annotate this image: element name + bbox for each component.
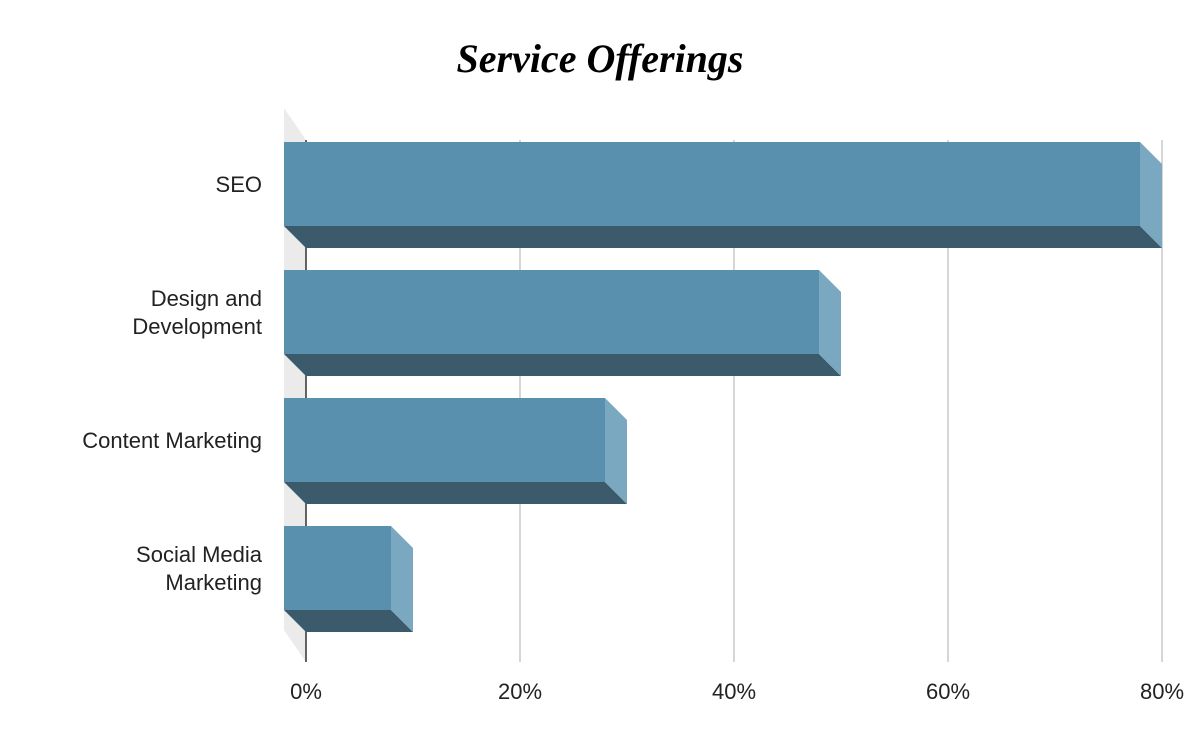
x-tick-label: 60% [926,679,970,704]
bar-front-face [284,270,819,354]
category-label-line: Content Marketing [82,428,262,453]
bar [284,270,841,376]
bar-front-face [284,526,391,610]
category-label-line: SEO [216,172,262,197]
chart-title: Service Offerings [457,36,744,81]
category-label: Social Media Marketing [136,542,263,595]
bar-front-face [284,142,1140,226]
bar-bottom-face [284,354,841,376]
category-label: SEO [216,172,262,197]
bar-bottom-face [284,226,1162,248]
x-tick-label: 40% [712,679,756,704]
category-label: Design and Development [132,286,262,339]
bars [284,142,1162,632]
x-tick-label: 0% [290,679,322,704]
bar-side-face [1140,142,1162,248]
bar-side-face [605,398,627,504]
bar-bottom-face [284,482,627,504]
bar [284,526,413,632]
category-labels: SEO Design and Development Content Marketin… [82,172,263,595]
back-wall-panel [284,108,306,662]
back-wall [284,108,306,662]
bar [284,398,627,504]
category-label-line: Social Media [136,542,263,567]
bar-side-face [819,270,841,376]
bar-front-face [284,398,605,482]
category-label: Content Marketing [82,428,262,453]
category-label-line: Development [132,314,262,339]
x-tick-labels: 0% 20% 40% 60% 80% [290,679,1184,704]
x-tick-label: 20% [498,679,542,704]
x-tick-label: 80% [1140,679,1184,704]
bar-side-face [391,526,413,632]
category-label-line: Design and [151,286,262,311]
bar-bottom-face [284,610,413,632]
category-label-line: Marketing [165,570,262,595]
bar [284,142,1162,248]
